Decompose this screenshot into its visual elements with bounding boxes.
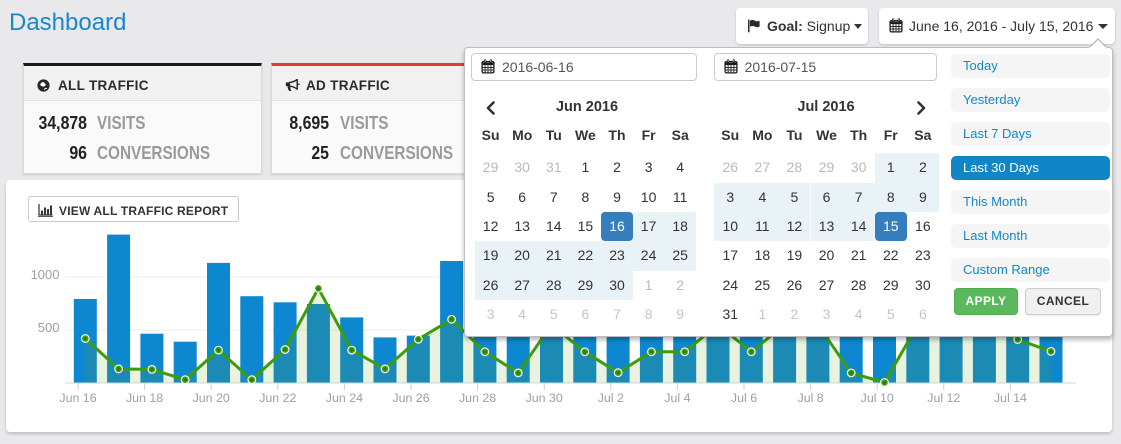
svg-text:Jun 28: Jun 28 — [459, 391, 496, 405]
svg-text:Jun 22: Jun 22 — [259, 391, 296, 405]
svg-text:Jul 12: Jul 12 — [927, 391, 960, 405]
svg-text:Jul 10: Jul 10 — [861, 391, 894, 405]
svg-text:Jul 4: Jul 4 — [664, 391, 690, 405]
svg-text:Jul 14: Jul 14 — [994, 391, 1027, 405]
svg-text:Jun 18: Jun 18 — [126, 391, 163, 405]
svg-text:Jul 8: Jul 8 — [798, 391, 824, 405]
svg-text:1000: 1000 — [31, 267, 60, 282]
svg-text:Jun 20: Jun 20 — [193, 391, 230, 405]
svg-text:Jun 30: Jun 30 — [526, 391, 563, 405]
svg-text:500: 500 — [38, 320, 60, 335]
svg-text:Jul 2: Jul 2 — [598, 391, 624, 405]
svg-text:Jul 6: Jul 6 — [731, 391, 757, 405]
svg-text:Jun 16: Jun 16 — [59, 391, 96, 405]
svg-text:Jun 26: Jun 26 — [392, 391, 429, 405]
svg-text:Jun 24: Jun 24 — [326, 391, 363, 405]
